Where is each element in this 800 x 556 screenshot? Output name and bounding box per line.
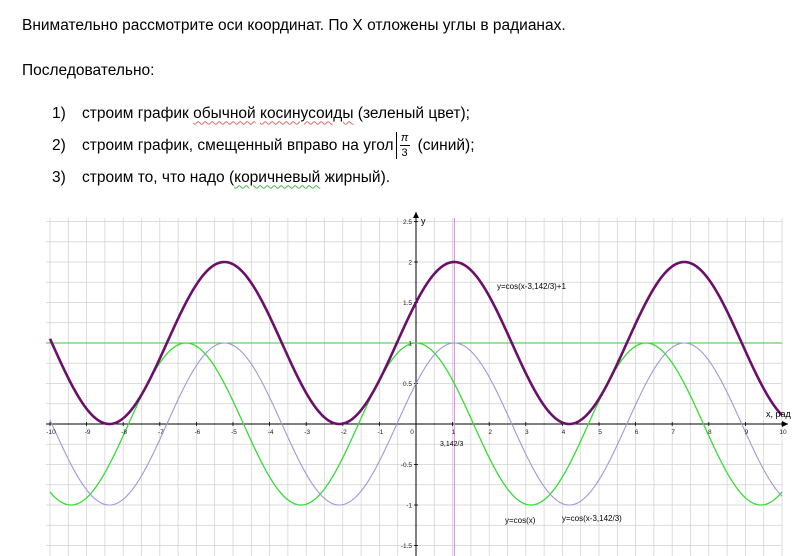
y-axis-arrow — [413, 212, 419, 218]
step-3: 3) строим то, что надо (коричневый жирны… — [52, 162, 475, 193]
y-axis-label: y — [421, 216, 426, 226]
marker-label: 3,142/3 — [440, 441, 463, 448]
x-tick-label: 3 — [525, 429, 529, 436]
step-number: 2) — [52, 136, 66, 154]
x-tick-label: -9 — [85, 429, 91, 436]
x-axis-arrow — [782, 421, 788, 427]
x-tick-label: -4 — [268, 429, 274, 436]
y-tick-label: 1.5 — [403, 300, 412, 307]
label-shifted-plus-one: y=cos(x-3,142/3)+1 — [497, 282, 566, 291]
step-1: 1) строим график обычной косинусоиды (зе… — [52, 98, 475, 129]
steps-list: 1) строим график обычной косинусоиды (зе… — [52, 98, 475, 193]
step-text: строим то, что надо (коричневый жирный). — [82, 168, 391, 186]
y-tick-label: 2 — [408, 260, 412, 267]
x-tick-label: 1 — [452, 429, 456, 436]
curve-cos-shifted-plus-one — [48, 260, 783, 426]
y-tick-label: -1 — [406, 503, 412, 510]
x-tick-label: 4 — [562, 429, 566, 436]
label-shifted: y=cos(x-3,142/3) — [562, 514, 622, 523]
x-axis-label: x, рад — [766, 409, 792, 419]
x-tick-label: -7 — [158, 429, 164, 436]
x-tick-label: 9 — [745, 429, 749, 436]
x-tick-label: -1 — [378, 429, 384, 436]
y-tick-label: 0.5 — [403, 381, 412, 388]
label-cos: y=cos(x) — [505, 516, 536, 525]
curve-cos-shifted — [49, 342, 783, 506]
step-2: 2) строим график, смещенный вправо на уг… — [52, 129, 475, 162]
x-tick-label: -10 — [46, 429, 56, 436]
x-tick-label: -3 — [304, 429, 310, 436]
x-tick-label: 10 — [779, 429, 787, 436]
x-tick-label: -8 — [121, 429, 127, 436]
x-tick-label: 7 — [671, 429, 675, 436]
intro-text: Внимательно рассмотрите оси координат. П… — [22, 17, 566, 34]
x-tick-label: 2 — [488, 429, 492, 436]
step-number: 1) — [52, 104, 66, 122]
x-tick-label: 6 — [635, 429, 639, 436]
y-tick-label: 1 — [408, 341, 412, 348]
graph-labels: -10 -9 -8 -7 -6 -5 -4 -3 -2 -1 0 1 2 3 4 5 6 7 8 9 102.521.5… — [46, 216, 791, 550]
x-tick-label: 5 — [598, 429, 602, 436]
step-text: строим график обычной косинусоиды (зелен… — [82, 104, 470, 122]
y-tick-label: -0.5 — [401, 462, 413, 469]
x-tick-label: 0 — [410, 429, 414, 436]
graph-curves — [46, 218, 783, 556]
step-number: 3) — [52, 168, 66, 186]
x-tick-label: 8 — [708, 429, 712, 436]
step-text: строим график, смещенный вправо на угол … — [82, 132, 475, 159]
x-tick-label: -6 — [195, 429, 201, 436]
sequence-label: Последовательно: — [22, 62, 155, 79]
x-tick-label: -5 — [231, 429, 237, 436]
x-tick-label: -2 — [341, 429, 347, 436]
y-tick-label: -1.5 — [401, 543, 413, 550]
y-tick-label: 2.5 — [403, 219, 412, 226]
curve-cos — [49, 342, 783, 506]
